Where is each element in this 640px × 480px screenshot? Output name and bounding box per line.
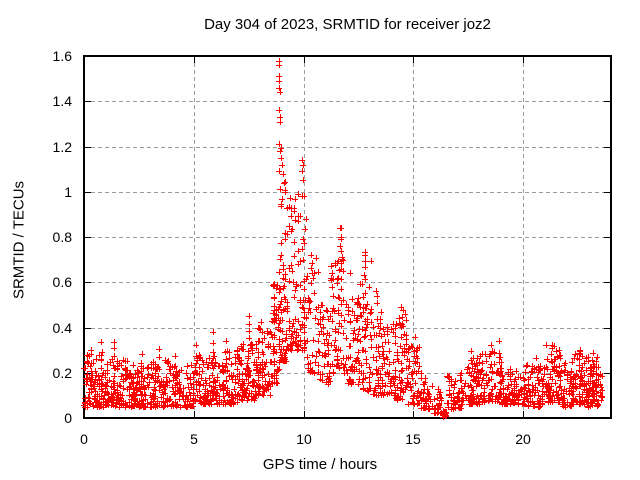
x-tick-label: 15: [405, 431, 421, 447]
y-tick-label: 0.6: [53, 274, 73, 290]
y-tick-label: 0.8: [53, 229, 73, 245]
x-axis-label: GPS time / hours: [262, 456, 378, 473]
y-tick-label: 1.6: [53, 48, 73, 64]
y-tick-label: 1.2: [53, 139, 73, 155]
plot-border: [83, 55, 612, 419]
x-tick-label: 5: [190, 431, 198, 447]
y-tick-label: 1.4: [53, 93, 73, 109]
x-tick-label: 0: [80, 431, 88, 447]
x-tick-label: 20: [515, 431, 531, 447]
y-tick-label: 1: [64, 184, 72, 200]
grid-lines: [84, 56, 611, 418]
y-tick-label: 0.2: [53, 365, 73, 381]
y-tick-label: 0.4: [53, 320, 73, 336]
scatter-points: [81, 58, 605, 420]
chart-title: Day 304 of 2023, SRMTID for receiver joz…: [204, 16, 491, 33]
x-tick-label: 10: [296, 431, 312, 447]
y-tick-label: 0: [64, 410, 72, 426]
